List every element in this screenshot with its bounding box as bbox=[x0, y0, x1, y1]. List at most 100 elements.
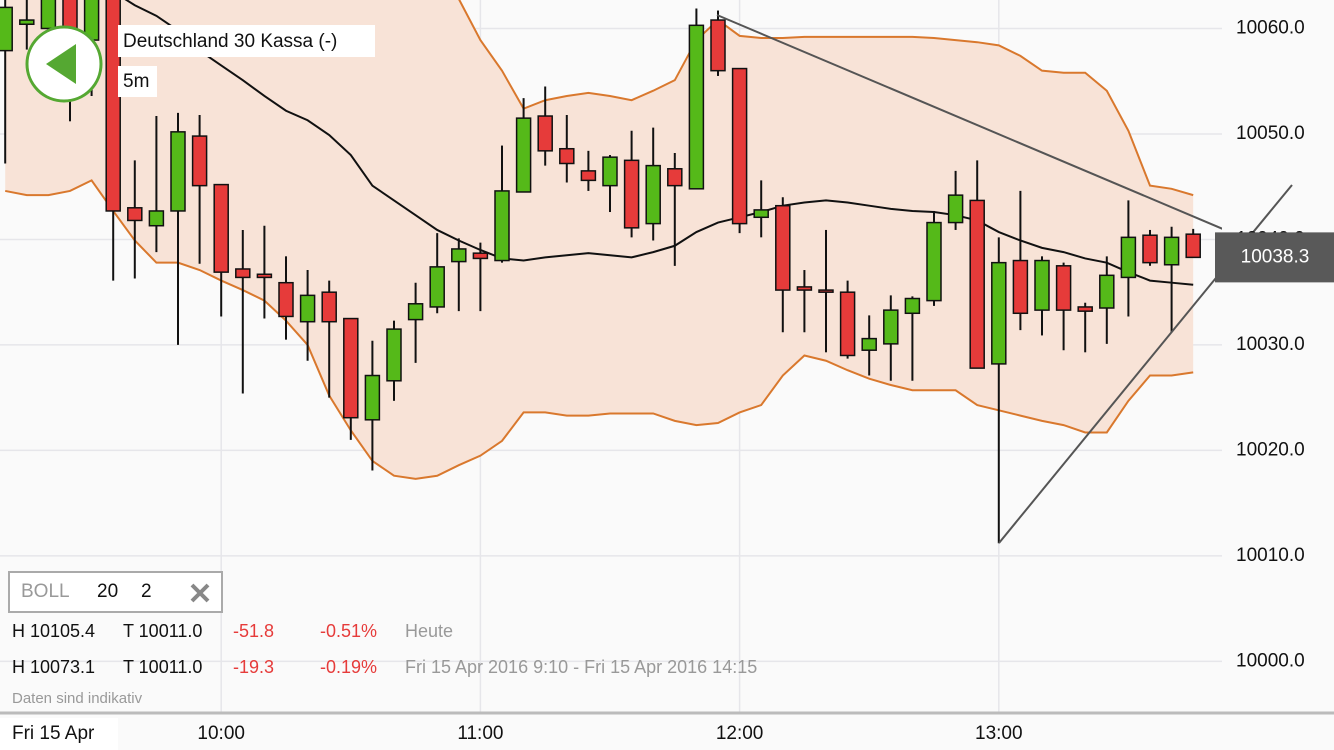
candle-body bbox=[904, 297, 921, 315]
y-tick-label: 10020.0 bbox=[1236, 439, 1305, 460]
candle-body bbox=[1034, 259, 1050, 311]
chart-title: Deutschland 30 Kassa (-) bbox=[123, 31, 337, 52]
back-button[interactable] bbox=[25, 25, 103, 103]
y-tick-label: 10060.0 bbox=[1236, 17, 1305, 38]
y-tick-label: 10030.0 bbox=[1236, 334, 1305, 355]
candle-body bbox=[818, 289, 834, 293]
indicator-period: 20 bbox=[97, 581, 118, 602]
stat-text: T 10011.0 bbox=[123, 657, 202, 677]
candle-body bbox=[19, 19, 35, 26]
candle-body bbox=[559, 147, 575, 165]
title-box bbox=[118, 25, 375, 57]
candle-body bbox=[623, 159, 640, 229]
candle-body bbox=[1120, 236, 1137, 279]
candle-body bbox=[1142, 234, 1158, 264]
candle-body bbox=[883, 309, 899, 345]
candle-body bbox=[170, 131, 186, 212]
stat-text: T 10011.0 bbox=[123, 621, 202, 641]
candle-body bbox=[40, 0, 57, 30]
stat-text: -0.19% bbox=[320, 657, 377, 677]
indicator-name: BOLL bbox=[21, 581, 70, 602]
candle-body bbox=[472, 252, 489, 260]
candle-body bbox=[429, 266, 445, 308]
candle-body bbox=[947, 194, 964, 224]
candle-body bbox=[256, 273, 273, 279]
remove-indicator[interactable] bbox=[190, 583, 210, 603]
candle-body bbox=[1163, 236, 1180, 266]
candle-body bbox=[0, 6, 13, 52]
y-tick-label: 10010.0 bbox=[1236, 545, 1305, 566]
indicator-frame[interactable] bbox=[8, 571, 223, 613]
candle-body bbox=[1185, 233, 1201, 259]
candle-body bbox=[1055, 265, 1072, 311]
indicator-box[interactable]: BOLL 20 2 bbox=[8, 571, 223, 613]
candle-body bbox=[235, 268, 251, 279]
x-start-label: Fri 15 Apr bbox=[12, 723, 95, 744]
candle-body bbox=[991, 261, 1007, 365]
last-price-tag bbox=[1215, 232, 1334, 283]
y-tick-label: 10050.0 bbox=[1236, 123, 1305, 144]
plot-area bbox=[0, 0, 1201, 544]
candle-body bbox=[515, 117, 532, 193]
trend-line bbox=[716, 14, 1222, 230]
disclaimer: Daten sind indikativ bbox=[12, 690, 143, 707]
candle-body bbox=[105, 0, 121, 212]
indicator-deviation: 2 bbox=[141, 581, 152, 602]
stats: H 10105.4 T 10011.0 -51.8 -0.51% Heute H 1007… bbox=[12, 621, 757, 677]
candle-body bbox=[278, 281, 294, 318]
candle-body bbox=[688, 24, 705, 190]
x-tick-label: 11:00 bbox=[457, 723, 503, 744]
candle-body bbox=[580, 170, 597, 182]
band-fill bbox=[5, 0, 1194, 479]
candle-body bbox=[407, 303, 424, 321]
stat-text: Heute bbox=[405, 621, 453, 641]
candle-body bbox=[494, 190, 510, 262]
drawings bbox=[716, 14, 1222, 544]
trend-line bbox=[998, 268, 1222, 544]
candle-body bbox=[775, 204, 791, 291]
candle-body bbox=[710, 19, 726, 72]
candle-body bbox=[299, 294, 316, 323]
candle-body bbox=[127, 207, 143, 222]
x-tick-label: 12:00 bbox=[716, 723, 764, 744]
band-line bbox=[458, 0, 1194, 197]
stat-text: H 10073.1 bbox=[12, 657, 95, 677]
candle-body bbox=[451, 248, 467, 263]
candle-body bbox=[386, 328, 402, 382]
candle-body bbox=[213, 183, 229, 273]
candle-body bbox=[796, 286, 813, 291]
date-box bbox=[0, 718, 118, 750]
candle-body bbox=[602, 156, 618, 187]
x-tick-label: 13:00 bbox=[975, 723, 1023, 744]
candle-body bbox=[839, 291, 856, 357]
stat-text: -19.3 bbox=[233, 657, 274, 677]
back-arrow[interactable] bbox=[46, 44, 76, 84]
candle-body bbox=[1077, 306, 1093, 312]
candle-body bbox=[753, 209, 769, 219]
last-price-label: 10038.3 bbox=[1241, 246, 1310, 267]
candle-body bbox=[321, 291, 337, 323]
candle-body bbox=[731, 67, 748, 225]
band-line bbox=[5, 179, 1194, 480]
candle-body bbox=[1012, 259, 1029, 315]
x-tick-label: 10:00 bbox=[197, 723, 245, 744]
stat-text: Fri 15 Apr 2016 9:10 - Fri 15 Apr 2016 1… bbox=[405, 657, 757, 677]
candle-body bbox=[364, 374, 381, 421]
candle-body bbox=[667, 168, 683, 187]
interval: 5m bbox=[123, 71, 149, 92]
candle-body bbox=[343, 317, 359, 419]
y-tick-label: 10000.0 bbox=[1236, 650, 1305, 671]
interval-box bbox=[118, 66, 157, 97]
candle-body bbox=[148, 210, 165, 227]
candle-body bbox=[969, 199, 985, 369]
candle-body bbox=[861, 337, 877, 351]
candle-body bbox=[537, 115, 553, 152]
candle-body bbox=[1099, 274, 1115, 309]
stat-text: -51.8 bbox=[233, 621, 274, 641]
stat-text: H 10105.4 bbox=[12, 621, 95, 641]
stat-text: -0.51% bbox=[320, 621, 377, 641]
candle-body bbox=[926, 221, 942, 302]
candle-body bbox=[191, 135, 208, 187]
